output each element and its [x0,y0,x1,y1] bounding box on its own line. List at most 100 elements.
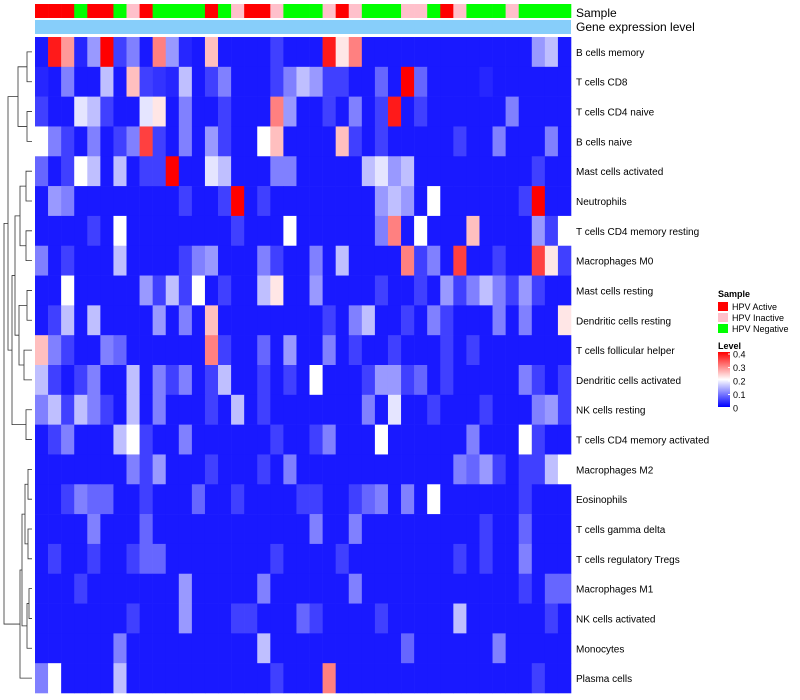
heatmap-cell [466,484,480,515]
heatmap-cell [361,37,376,68]
heatmap-cell [100,156,114,187]
heatmap-cell [348,603,363,634]
heatmap-cell [479,305,493,336]
heatmap-cell [401,484,415,515]
heatmap-cell [322,186,336,217]
heatmap-cell [74,37,88,68]
heatmap-cell [126,126,140,157]
heatmap-cell [531,335,546,366]
heatmap-cell [178,633,193,664]
heatmap-cell [100,96,114,127]
sample-annotation-cell [322,4,336,18]
heatmap-cell [453,573,467,604]
heatmap-cell [309,126,323,157]
heatmap-cell [100,424,114,455]
heatmap-cell [544,603,559,634]
heatmap-cell [87,573,101,604]
heatmap-cell [544,305,559,336]
heatmap-cell [270,245,284,276]
heatmap-cell [361,394,376,425]
heatmap-cell [35,573,49,604]
dendrogram-branch [26,51,32,83]
heatmap-cell [218,603,232,634]
heatmap-cell [427,365,441,396]
heatmap-cell [87,365,101,396]
heatmap-cell [48,66,62,97]
heatmap-cell [531,186,546,217]
heatmap-cell [387,454,402,485]
heatmap-cell [74,543,88,575]
heatmap-cell [165,156,180,187]
heatmap-cell [152,275,167,306]
heatmap-cell [48,215,62,247]
heatmap-cell [113,394,127,425]
heatmap-cell [414,484,428,515]
heatmap-cell [322,37,336,68]
heatmap-cell [48,484,62,515]
heatmap-cell [361,275,376,306]
heatmap-cell [191,156,206,187]
heatmap-cell [479,126,493,157]
heatmap-cell [387,424,402,455]
heatmap-cell [61,573,75,604]
heatmap-cell [505,335,520,366]
heatmap-cell [283,66,297,97]
heatmap-cell [348,335,363,366]
heatmap-cell [466,663,480,694]
sample-annotation-bar [35,4,572,18]
sample-annotation-cell [191,4,206,18]
heatmap-cell [191,454,206,485]
dendrogram-branch [17,66,27,127]
heatmap-cell [204,245,219,276]
heatmap-cell [270,365,284,396]
heatmap-cell [35,633,49,664]
heatmap-cell [139,215,153,247]
heatmap-cell [61,156,75,187]
heatmap-cell [257,305,271,336]
dendrogram-branch [25,230,32,262]
heatmap-cell [322,454,336,485]
level-tick-label: 0.1 [733,390,746,400]
heatmap-cell [505,96,520,127]
heatmap-cell [544,126,559,157]
sample-annotation-cell [479,4,493,18]
heatmap-cell [48,573,62,604]
heatmap-cell [218,215,232,247]
heatmap-cell [466,96,480,127]
row-label: T cells CD4 memory activated [576,436,709,447]
heatmap-cell [544,96,559,127]
heatmap-cell [74,365,88,396]
heatmap-cell [126,275,140,306]
heatmap-cell [74,156,88,187]
heatmap-cell [74,633,88,664]
heatmap-cell [440,484,454,515]
level-tick-label: 0 [733,404,738,414]
sample-annotation-cell [505,4,520,18]
heatmap-cell [492,335,506,366]
heatmap-cell [518,245,533,276]
sample-annotation-cell [74,4,88,18]
heatmap-cell [322,424,336,455]
heatmap-cell [218,543,232,575]
heatmap-cell [100,365,114,396]
heatmap-cell [244,484,258,515]
heatmap-cell [244,633,258,664]
heatmap-cell [557,394,572,425]
heatmap-cell [218,424,232,455]
heatmap-cell [257,66,271,97]
heatmap-cell [492,305,506,336]
heatmap-cell [244,394,258,425]
heatmap-cell [74,186,88,217]
heatmap-cell [505,215,520,247]
sample-annotation-cell [165,4,180,18]
heatmap-cell [165,245,180,276]
heatmap-cell [191,424,206,455]
heatmap-cell [35,394,49,425]
dendrogram-branch [25,170,32,202]
heatmap-cell [257,186,271,217]
heatmap-cell [440,335,454,366]
heatmap-cell [48,603,62,634]
heatmap-cell [440,305,454,336]
sample-annotation-cell [126,4,140,18]
heatmap-cell [191,633,206,664]
